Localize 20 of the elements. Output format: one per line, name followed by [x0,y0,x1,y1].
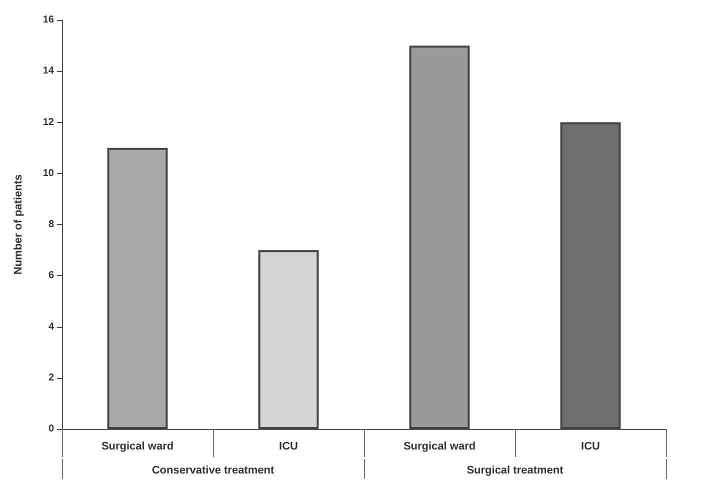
x-tick-label: Surgical ward [101,440,174,452]
bar [258,250,319,429]
text: Surgical treatment [466,464,564,476]
bar [107,148,168,429]
y-axis-title: Number of patients [12,174,24,275]
x-tick-label: ICU [581,440,600,452]
y-tick-label: 2 [48,372,54,384]
y-tick-label: 10 [42,168,54,179]
y-tick-label: 8 [48,219,54,230]
y-tick-label: 4 [48,321,54,332]
y-tick-label: 0 [48,424,54,434]
y-tick-label: 6 [48,270,54,282]
y-tick-label: 14 [42,66,54,77]
y-tick-label: 12 [42,116,54,128]
bar [560,122,621,429]
bar [409,46,470,429]
x-tick-label: Surgical ward [403,440,476,452]
y-tick-label: 16 [42,14,54,26]
text: Conservative treatment [152,464,274,476]
x-tick-label: ICU [279,440,298,452]
